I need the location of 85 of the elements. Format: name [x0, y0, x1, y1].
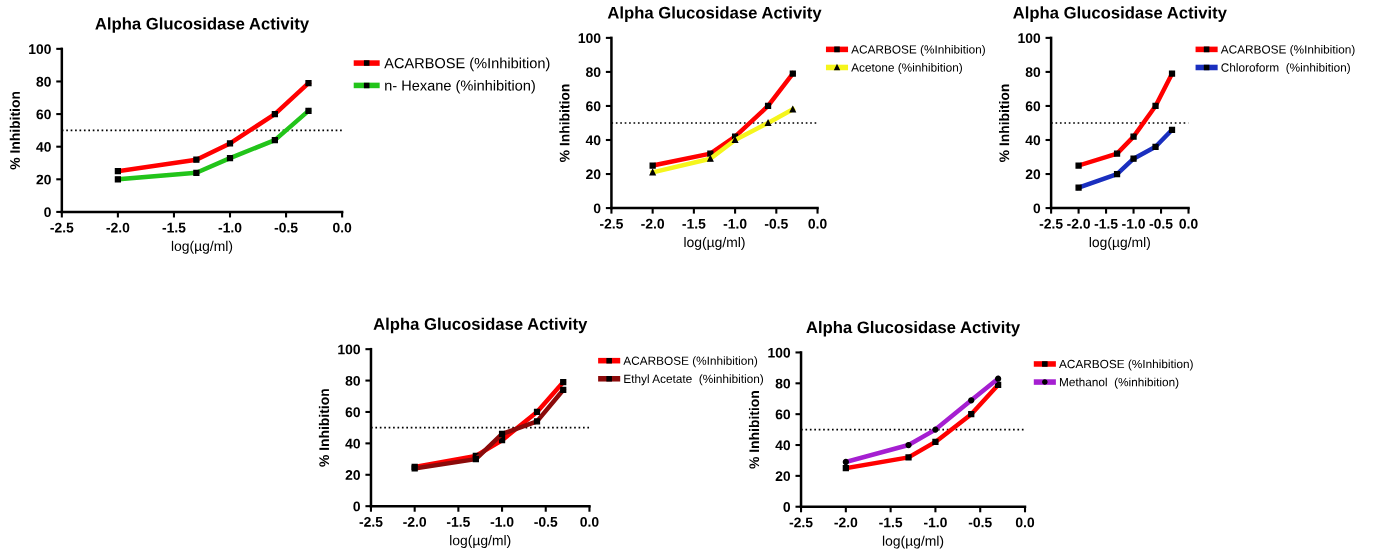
- x-tick-label: -2.5: [50, 222, 74, 233]
- legend-label: ACARBOSE (%Inhibition): [1059, 359, 1193, 371]
- y-tick-label: 60: [1025, 101, 1041, 112]
- y-tick-label: 80: [1025, 67, 1041, 78]
- x-tick-label: -2.5: [789, 517, 813, 528]
- y-tick-label: 20: [345, 470, 360, 480]
- y-axis-title: % Inhibition: [748, 391, 760, 469]
- x-tick-label: -0.5: [274, 222, 298, 233]
- x-tick-label: -2.5: [1039, 218, 1063, 229]
- y-tick-label: 60: [36, 109, 51, 120]
- y-tick-label: 60: [586, 101, 601, 112]
- x-tick-label: -0.5: [534, 516, 558, 527]
- y-tick-label: 0: [783, 502, 791, 512]
- x-tick-label: -2.0: [1067, 218, 1090, 229]
- legend-label: Methanol (%inhibition): [1059, 377, 1179, 389]
- y-tick-label: 0: [44, 207, 51, 218]
- x-tick-label: 0.0: [580, 516, 599, 527]
- x-tick-label: 0.0: [1015, 517, 1035, 528]
- x-tick-label: -0.5: [1149, 218, 1173, 229]
- y-tick-label: 20: [1025, 169, 1041, 180]
- chart-title: Alpha Glucosidase Activity: [806, 320, 1021, 337]
- y-tick-label: 40: [585, 135, 601, 146]
- x-tick-label: -1.0: [490, 516, 514, 527]
- x-tick-label: -2.0: [834, 517, 858, 528]
- y-tick-label: 40: [775, 440, 791, 451]
- x-tick-label: -1.5: [446, 517, 470, 527]
- x-tick-label: -2.5: [600, 218, 624, 229]
- y-axis-title: % Inhibition: [9, 91, 20, 170]
- x-tick-label: -1.0: [723, 218, 747, 229]
- x-axis-title: log(µg/ml): [684, 236, 745, 250]
- x-tick-label: -1.5: [879, 517, 903, 528]
- y-tick-label: 20: [586, 169, 601, 180]
- x-tick-label: -0.5: [968, 517, 992, 528]
- x-axis-title: log(µg/ml): [450, 535, 511, 549]
- y-tick-label: 100: [578, 33, 601, 44]
- chart-title: Alpha Glucosidase Activity: [1013, 6, 1227, 22]
- legend-label: ACARBOSE (%Inhibition): [623, 356, 758, 368]
- legend-label: Chloroform (%inhibition): [1221, 63, 1350, 75]
- x-tick-label: -1.0: [924, 517, 947, 528]
- x-tick-label: -1.5: [682, 219, 706, 229]
- y-tick-label: 0: [353, 501, 360, 512]
- x-tick-label: -2.0: [106, 222, 130, 233]
- y-axis-title: % Inhibition: [318, 389, 330, 467]
- legend-label: Acetone (%inhibition): [851, 63, 962, 75]
- x-tick-label: 0.0: [808, 218, 827, 229]
- y-tick-label: 80: [586, 67, 601, 78]
- x-axis-title: log(µg/ml): [1089, 236, 1150, 250]
- y-tick-label: 20: [36, 174, 51, 185]
- y-tick-label: 100: [338, 344, 360, 355]
- legend-label: ACARBOSE (%Inhibition): [1220, 44, 1355, 56]
- x-tick-label: -1.0: [218, 222, 242, 233]
- chart-title: Alpha Glucosidase Activity: [607, 6, 822, 22]
- chart-title: Alpha Glucosidase Activity: [95, 17, 310, 33]
- y-tick-label: 60: [775, 409, 791, 420]
- y-tick-label: 40: [36, 142, 51, 152]
- y-axis-title: % Inhibition: [999, 84, 1010, 162]
- y-tick-label: 60: [345, 407, 360, 418]
- legend-label: n- Hexane (%inhibition): [385, 79, 535, 94]
- y-tick-label: 0: [593, 203, 601, 214]
- y-tick-label: 40: [1025, 135, 1041, 146]
- x-tick-label: -2.5: [359, 516, 383, 527]
- y-tick-label: 20: [775, 471, 791, 482]
- legend-label: Ethyl Acetate (%inhibition): [624, 374, 764, 386]
- x-tick-label: -2.0: [403, 516, 427, 527]
- x-tick-label: -0.5: [764, 218, 788, 229]
- chart-title: Alpha Glucosidase Activity: [373, 317, 588, 334]
- x-tick-label: -1.5: [162, 222, 186, 233]
- y-tick-label: 80: [36, 76, 51, 87]
- x-axis-title: log(µg/ml): [882, 535, 944, 549]
- legend-label: ACARBOSE (%Inhibition): [384, 57, 550, 72]
- y-tick-label: 80: [775, 378, 791, 389]
- y-tick-label: 100: [1018, 33, 1041, 44]
- y-tick-label: 0: [1033, 203, 1041, 214]
- x-tick-label: -1.0: [1122, 218, 1145, 229]
- y-tick-label: 40: [345, 438, 360, 449]
- legend-label: ACARBOSE (%Inhibition): [851, 44, 985, 56]
- x-tick-label: -1.5: [1094, 219, 1118, 229]
- y-axis-title: % Inhibition: [559, 84, 570, 162]
- y-tick-label: 100: [768, 347, 791, 358]
- y-tick-label: 80: [345, 375, 360, 386]
- x-tick-label: 0.0: [333, 222, 352, 233]
- y-tick-label: 100: [29, 44, 51, 55]
- x-tick-label: 0.0: [1179, 218, 1198, 229]
- x-axis-title: log(µg/ml): [171, 240, 233, 254]
- x-tick-label: -2.0: [641, 218, 665, 229]
